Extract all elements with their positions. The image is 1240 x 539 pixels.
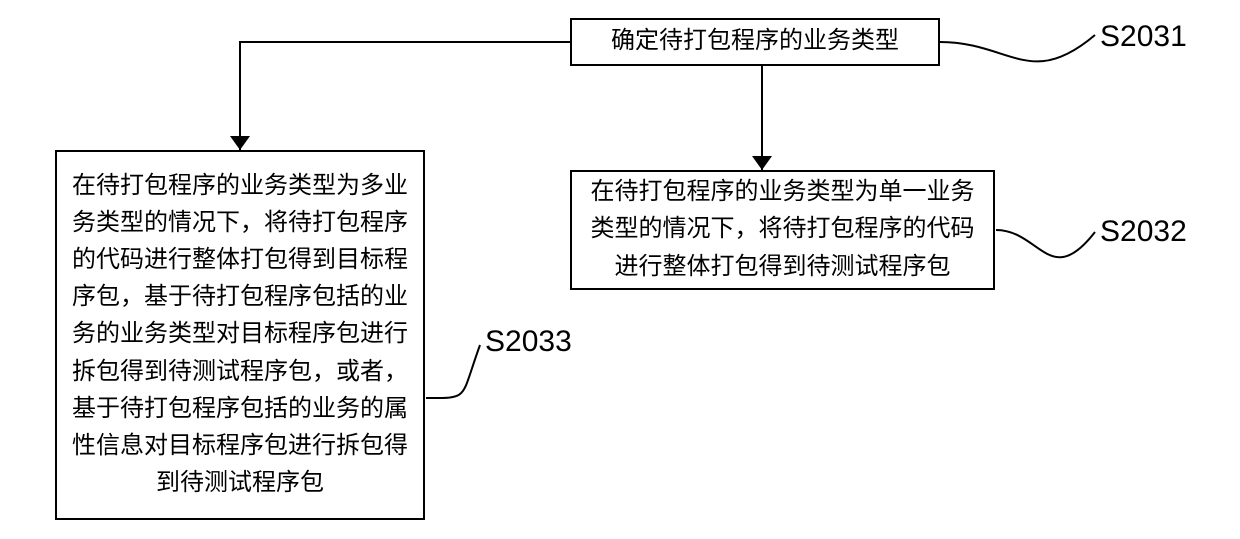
node-right: 在待打包程序的业务类型为单一业务类型的情况下，将待打包程序的代码进行整体打包得到… xyxy=(570,170,995,290)
node-right-text: 在待打包程序的业务类型为单一业务类型的情况下，将待打包程序的代码进行整体打包得到… xyxy=(586,174,979,286)
step-label-s2033-text: S2033 xyxy=(485,325,572,358)
step-label-s2032: S2032 xyxy=(1100,215,1187,249)
step-label-s2033: S2033 xyxy=(485,325,572,359)
node-left: 在待打包程序的业务类型为多业务类型的情况下，将待打包程序的代码进行整体打包得到目… xyxy=(55,150,425,520)
node-top-text: 确定待打包程序的业务类型 xyxy=(611,23,899,60)
step-label-s2031: S2031 xyxy=(1100,20,1187,54)
node-left-text: 在待打包程序的业务类型为多业务类型的情况下，将待打包程序的代码进行整体打包得到目… xyxy=(71,168,409,503)
node-top: 确定待打包程序的业务类型 xyxy=(570,18,940,66)
step-label-s2032-text: S2032 xyxy=(1100,215,1187,248)
step-label-s2031-text: S2031 xyxy=(1100,20,1187,53)
